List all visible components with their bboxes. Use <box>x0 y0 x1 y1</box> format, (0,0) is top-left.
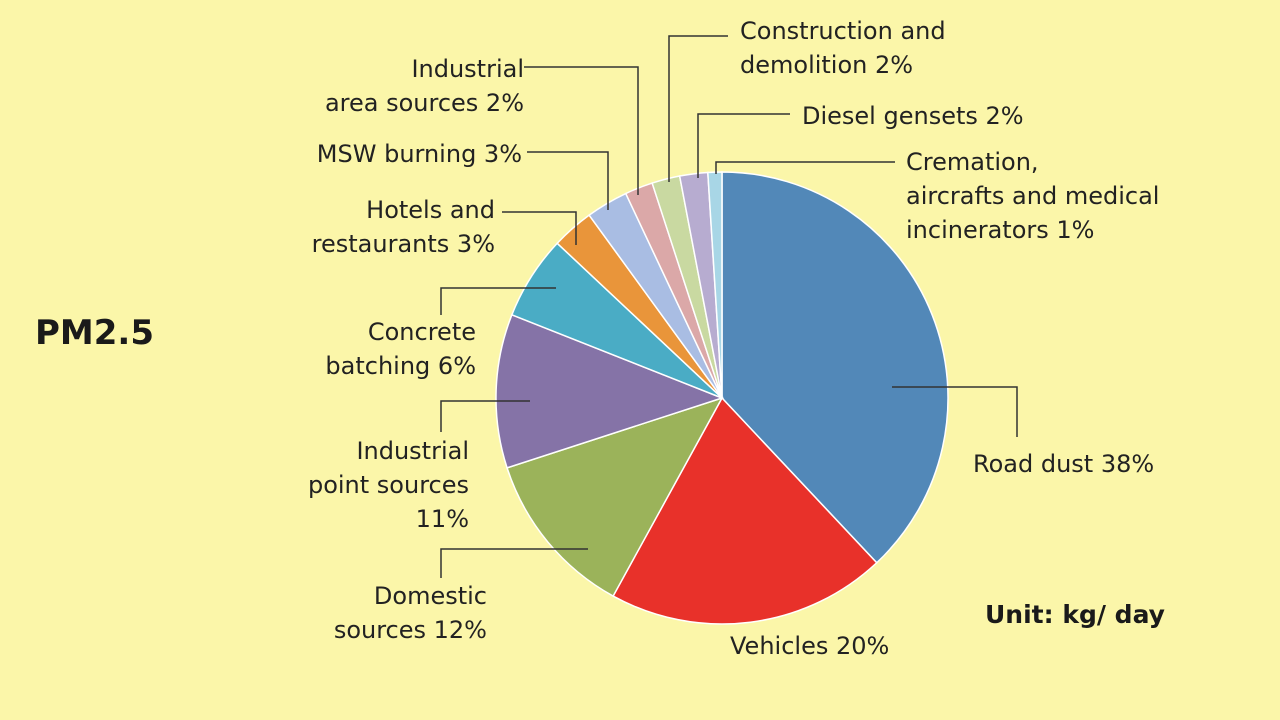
slice-label-vehicles: Vehicles 20% <box>730 632 889 660</box>
chart-title: PM2.5 <box>35 313 154 353</box>
slice-label-hotels: Hotels and restaurants 3% <box>312 196 495 258</box>
slice-label-line: area sources 2% <box>325 89 524 117</box>
slice-label-concrete: Concrete batching 6% <box>325 318 476 380</box>
slice-label-diesel: Diesel gensets 2% <box>802 102 1024 130</box>
unit-note: Unit: kg/ day <box>985 600 1165 629</box>
slice-label-domestic: Domestic sources 12% <box>334 582 487 644</box>
slice-label-line: Construction and <box>740 17 946 45</box>
slice-label-line: batching 6% <box>325 352 476 380</box>
slice-label-construction: Construction and demolition 2% <box>740 17 946 79</box>
pie-slice-vehicles <box>612 396 878 625</box>
slice-label-line: Industrial <box>356 437 469 465</box>
pie-slices <box>495 171 949 625</box>
pie-slice-domestic <box>506 396 724 598</box>
slice-label-line: Domestic <box>374 582 487 610</box>
leader-line-concrete <box>440 287 556 315</box>
slice-label-line: point sources <box>308 471 469 499</box>
leader-line-cremation <box>715 161 895 174</box>
slice-label-line: demolition 2% <box>740 51 913 79</box>
slice-label-line: aircrafts and medical <box>906 182 1159 210</box>
slice-labels: Road dust 38% Vehicles 20% Domestic sources… <box>308 17 1160 660</box>
leader-line-msw <box>527 151 609 210</box>
leader-line-construction <box>668 35 728 182</box>
slice-label-road-dust: Road dust 38% <box>973 450 1154 478</box>
pie-slice-industrial-point <box>495 313 725 469</box>
pie-slice-road-dust <box>721 171 949 564</box>
leader-line-diesel <box>697 113 790 178</box>
slice-label-msw: MSW burning 3% <box>317 140 522 168</box>
slice-label-line: incinerators 1% <box>906 216 1094 244</box>
leader-line-industrial-point <box>440 400 530 432</box>
slice-label-industrial-area: Industrial area sources 2% <box>325 55 524 117</box>
slice-label-line: restaurants 3% <box>312 230 495 258</box>
pie-slice-cremation <box>707 171 723 399</box>
slice-label-line: Cremation, <box>906 148 1039 176</box>
leader-line-domestic <box>440 548 588 578</box>
slice-label-line: sources 12% <box>334 616 487 644</box>
slice-label-line: MSW burning 3% <box>317 140 522 168</box>
slice-label-line: Industrial <box>411 55 524 83</box>
leader-line-industrial-area <box>524 66 639 195</box>
leader-lines <box>440 35 1018 578</box>
leader-line-road-dust <box>892 386 1018 437</box>
slice-label-line: Hotels and <box>366 196 495 224</box>
slice-label-line: 11% <box>416 505 469 533</box>
slice-label-industrial-point: Industrial point sources 11% <box>308 437 469 533</box>
slice-label-cremation: Cremation, aircrafts and medical incinerat… <box>906 148 1159 244</box>
slice-label-line: Concrete <box>368 318 476 346</box>
slice-label-line: Vehicles 20% <box>730 632 889 660</box>
slice-label-line: Diesel gensets 2% <box>802 102 1024 130</box>
leader-line-hotels <box>502 211 577 245</box>
slice-label-line: Road dust 38% <box>973 450 1154 478</box>
